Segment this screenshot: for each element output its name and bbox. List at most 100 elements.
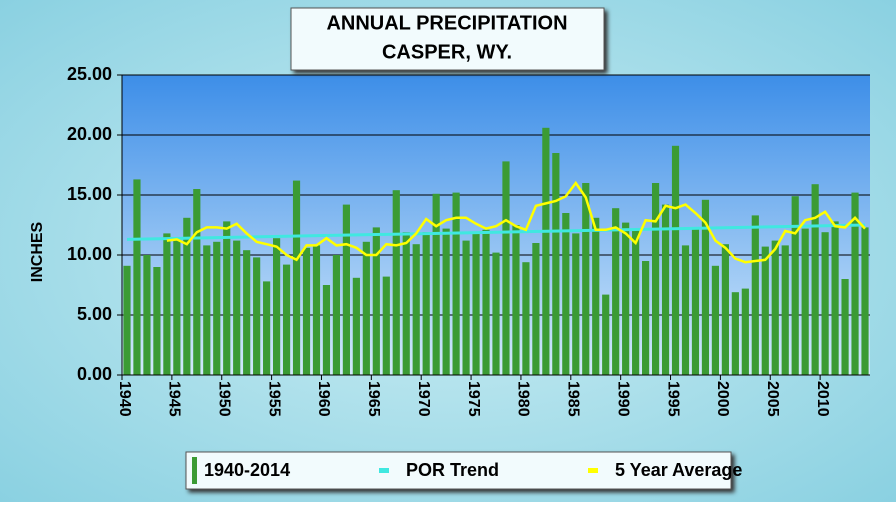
bar [462, 240, 470, 375]
bar [183, 217, 191, 375]
bar [392, 190, 400, 375]
bar [831, 221, 839, 375]
x-tick-label: 2000 [714, 381, 731, 417]
legend-swatch [192, 457, 197, 484]
bar [203, 245, 211, 375]
y-tick-label: 15.00 [67, 184, 112, 204]
bar [582, 183, 590, 375]
bar [602, 294, 610, 375]
bar [731, 292, 739, 375]
bar [751, 215, 759, 375]
y-tick-label: 10.00 [67, 244, 112, 264]
bar [562, 213, 570, 375]
bar [133, 179, 141, 375]
bar [243, 250, 251, 375]
bar [671, 145, 680, 375]
y-tick-label: 25.00 [67, 64, 112, 84]
x-tick-label: 1990 [614, 381, 631, 417]
bar [432, 193, 440, 375]
x-tick-label: 1965 [365, 381, 382, 417]
bar [173, 240, 181, 375]
bar [721, 244, 729, 375]
bar [372, 227, 380, 375]
bar [302, 247, 311, 375]
legend [185, 451, 732, 490]
x-tick-label: 1970 [415, 381, 432, 417]
x-tick-label: 1940 [116, 381, 133, 417]
bar [741, 288, 749, 375]
bar [542, 127, 550, 375]
bar [472, 232, 480, 375]
bar [592, 217, 600, 375]
y-axis-label: INCHES [29, 221, 46, 282]
bar [442, 228, 450, 375]
chart-title: ANNUAL PRECIPITATION [326, 12, 567, 34]
bar [841, 279, 849, 375]
bar [791, 196, 799, 375]
bar [642, 261, 650, 375]
bar [482, 229, 490, 375]
bar [851, 192, 859, 375]
bar [691, 227, 700, 375]
bar [352, 277, 360, 375]
legend-label: 5 Year Average [615, 460, 742, 480]
bar [123, 265, 131, 375]
bar [253, 257, 261, 375]
bar [193, 189, 201, 375]
bar [362, 241, 370, 375]
bar [213, 241, 221, 375]
x-tick-label: 1960 [315, 381, 332, 417]
x-tick-label: 1985 [565, 381, 582, 417]
bar [632, 228, 640, 375]
bar [552, 153, 560, 375]
bar [572, 233, 580, 375]
bar [263, 281, 271, 375]
y-tick-label: 0.00 [77, 364, 112, 384]
bar [651, 183, 660, 375]
bar [771, 240, 779, 375]
legend-label: 1940-2014 [204, 460, 290, 480]
bar [452, 192, 460, 375]
bar [701, 199, 710, 375]
bar [522, 262, 530, 375]
bar [821, 232, 829, 375]
x-tick-label: 1950 [215, 381, 232, 417]
x-tick-label: 1955 [265, 381, 282, 417]
y-tick-label: 5.00 [77, 304, 112, 324]
legend-swatch [379, 468, 389, 473]
y-tick-label: 20.00 [67, 124, 112, 144]
bar [163, 233, 171, 375]
bar [342, 204, 350, 375]
x-tick-label: 1975 [465, 381, 482, 417]
x-tick-label: 2010 [814, 381, 831, 417]
chart-title: CASPER, WY. [382, 41, 512, 63]
bar [502, 161, 510, 375]
x-tick-label: 2005 [764, 381, 781, 417]
legend-swatch [588, 468, 598, 473]
x-tick-label: 1995 [664, 381, 681, 417]
title-box [290, 7, 605, 71]
bar [382, 276, 390, 375]
average-line [166, 180, 866, 264]
bar [761, 246, 769, 375]
bar [233, 240, 241, 375]
bar [292, 180, 301, 375]
bar [622, 222, 630, 375]
bar [322, 285, 331, 375]
bar [282, 264, 291, 375]
bar [312, 245, 321, 375]
bar [781, 245, 789, 375]
bar [532, 243, 540, 375]
bar [492, 252, 500, 375]
bar [801, 228, 809, 375]
x-tick-label: 1945 [166, 381, 183, 417]
bar [681, 245, 690, 375]
bar [661, 204, 670, 375]
bar [223, 221, 231, 375]
bar [153, 267, 161, 375]
bar [332, 255, 341, 375]
legend-label: POR Trend [406, 460, 499, 480]
bar [272, 238, 281, 375]
bar [402, 232, 410, 375]
